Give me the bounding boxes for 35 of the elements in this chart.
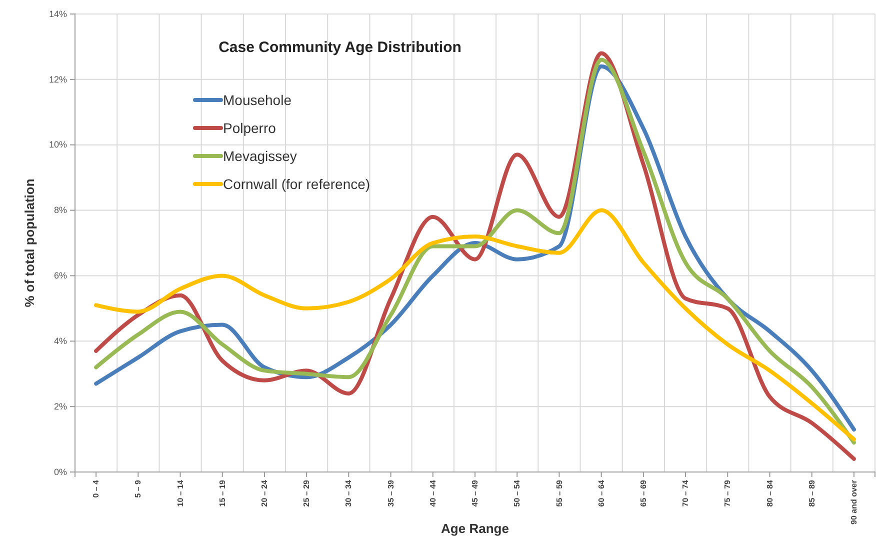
x-tick-label: 10 – 14 xyxy=(176,479,185,507)
y-tick-label: 2% xyxy=(54,401,67,412)
x-tick-label: 15 – 19 xyxy=(218,479,227,507)
x-tick-label: 20 – 24 xyxy=(260,479,270,507)
y-tick-label: 12% xyxy=(48,74,67,84)
x-tick-label: 0 – 4 xyxy=(92,479,101,498)
x-tick-label: 70 – 74 xyxy=(681,479,690,507)
y-tick-label: 6% xyxy=(54,270,67,281)
x-tick-label: 55 – 59 xyxy=(554,479,564,507)
text: Case Community Age Distribution xyxy=(218,39,462,56)
x-axis-title: Age Range xyxy=(441,521,509,536)
x-tick-label: 35 – 39 xyxy=(386,479,396,507)
y-tick-label: 0% xyxy=(54,466,67,477)
y-tick-label: 14% xyxy=(48,8,67,19)
x-tick-label: 30 – 34 xyxy=(344,479,354,507)
y-axis-title: % of total population xyxy=(22,178,37,308)
x-tick-label: 85 – 89 xyxy=(807,479,816,507)
x-tick-label: 25 – 29 xyxy=(302,479,312,507)
y-tick-label: 8% xyxy=(54,205,67,216)
y-tick-label: 4% xyxy=(54,336,67,346)
legend-label: Cornwall (for reference) xyxy=(223,176,370,192)
x-tick-label: 5 – 9 xyxy=(134,479,143,498)
x-tick-label: 90 and over xyxy=(850,480,859,524)
x-tick-label: 45 – 49 xyxy=(470,479,480,507)
y-tick-label: 10% xyxy=(48,140,67,150)
legend-label: Mousehole xyxy=(223,92,292,108)
x-tick-label: 75 – 79 xyxy=(723,479,732,507)
x-tick-label: 60 – 64 xyxy=(596,479,606,507)
x-tick-label: 50 – 54 xyxy=(512,479,522,507)
line-series xyxy=(94,208,856,442)
legend-label: Polperro xyxy=(223,120,276,136)
legend-label: Mevagissey xyxy=(223,148,297,164)
x-tick-label: 40 – 44 xyxy=(428,479,438,507)
x-tick-label: 80 – 84 xyxy=(765,479,774,507)
x-tick-label: 65 – 69 xyxy=(638,479,648,507)
